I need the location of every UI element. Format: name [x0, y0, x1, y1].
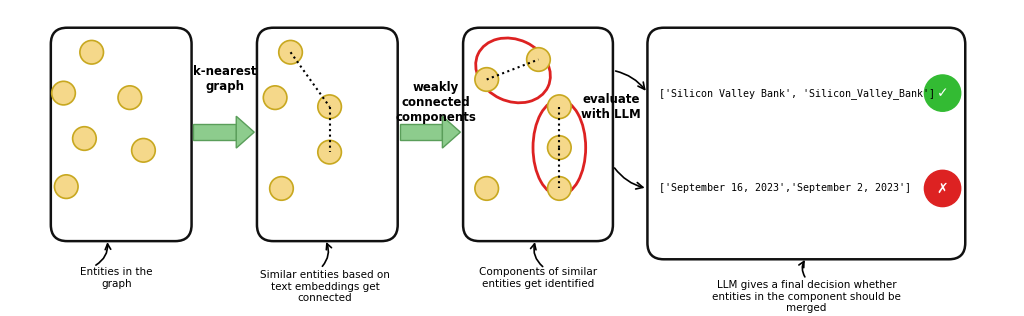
Text: ✗: ✗ — [937, 181, 948, 196]
Circle shape — [925, 75, 961, 111]
Polygon shape — [442, 116, 461, 148]
Circle shape — [118, 86, 141, 109]
Text: k-nearest
graph: k-nearest graph — [194, 65, 257, 94]
Circle shape — [475, 68, 499, 91]
Polygon shape — [400, 124, 442, 140]
Circle shape — [925, 170, 961, 207]
Circle shape — [317, 95, 341, 118]
Circle shape — [548, 177, 571, 200]
Circle shape — [548, 136, 571, 159]
Text: Similar entities based on
text embeddings get
connected: Similar entities based on text embedding… — [260, 270, 390, 303]
FancyBboxPatch shape — [463, 28, 613, 241]
Polygon shape — [237, 116, 254, 148]
Text: evaluate
with LLM: evaluate with LLM — [582, 93, 641, 121]
Text: LLM gives a final decision whether
entities in the component should be
merged: LLM gives a final decision whether entit… — [712, 280, 901, 313]
Text: weakly
connected
components: weakly connected components — [395, 81, 476, 124]
FancyBboxPatch shape — [51, 28, 191, 241]
Circle shape — [526, 48, 550, 71]
FancyBboxPatch shape — [647, 28, 966, 259]
Circle shape — [263, 86, 287, 109]
Circle shape — [80, 40, 103, 64]
Circle shape — [269, 177, 293, 200]
Text: ['Silicon Valley Bank', 'Silicon_Valley_Bank']: ['Silicon Valley Bank', 'Silicon_Valley_… — [659, 88, 935, 99]
FancyBboxPatch shape — [257, 28, 397, 241]
Text: ['September 16, 2023','September 2, 2023']: ['September 16, 2023','September 2, 2023… — [659, 184, 911, 193]
Circle shape — [52, 81, 76, 105]
Text: Components of similar
entities get identified: Components of similar entities get ident… — [479, 267, 598, 289]
Circle shape — [279, 40, 302, 64]
Circle shape — [132, 138, 156, 162]
Circle shape — [548, 95, 571, 118]
Circle shape — [475, 177, 499, 200]
Circle shape — [73, 127, 96, 150]
Text: ✓: ✓ — [937, 86, 948, 100]
Circle shape — [317, 140, 341, 164]
Text: Entities in the
graph: Entities in the graph — [80, 267, 153, 289]
Circle shape — [54, 175, 78, 198]
Polygon shape — [194, 124, 237, 140]
